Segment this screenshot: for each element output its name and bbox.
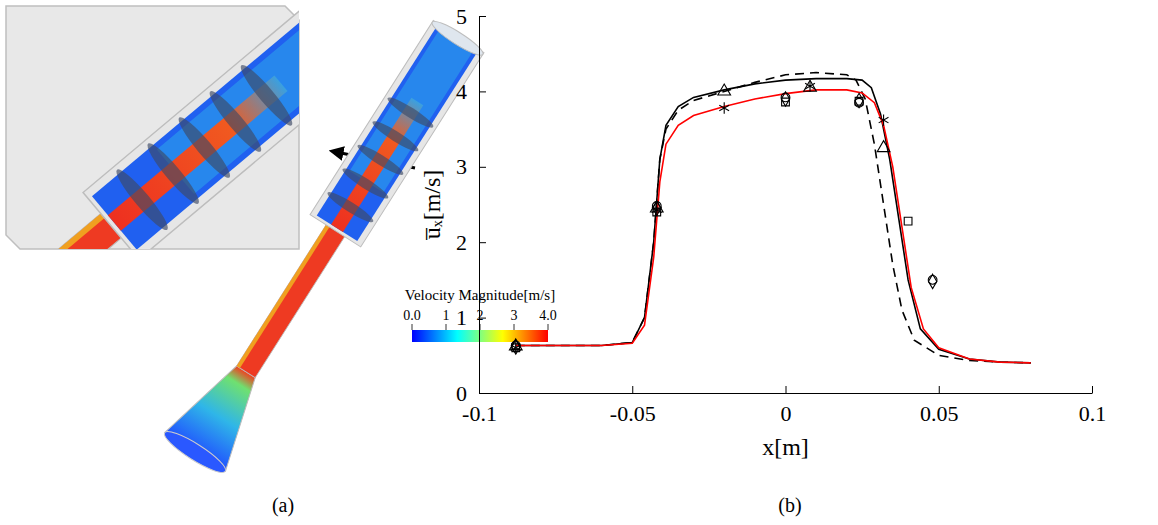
tick-mark — [479, 16, 486, 17]
tick: 4 — [456, 79, 486, 104]
baffle-disc — [111, 165, 172, 234]
panel-b: -0.1 -0.05 0 0.05 0.1 0 1 2 3 4 5 x[m] u̅ₓ[m/s] (b) — [419, 4, 1106, 517]
colorbar-tick — [412, 324, 413, 330]
x-axis: -0.1 -0.05 0 0.05 0.1 — [462, 386, 1106, 426]
tick-label: 2 — [456, 230, 467, 255]
tick-mark — [479, 393, 486, 394]
marker — [781, 92, 789, 106]
tick-label: 1 — [456, 305, 467, 330]
marker — [877, 141, 890, 152]
panel-a: Velocity Magnitude[m/s]0.01234.0(a) — [0, 0, 557, 517]
tick-label: 4 — [456, 79, 467, 104]
baffle-disc — [205, 87, 266, 156]
narrow-tube-edge — [237, 222, 331, 368]
tick-mark — [479, 242, 486, 243]
marker — [719, 102, 729, 113]
marker — [855, 93, 863, 107]
tick: 5 — [456, 4, 486, 29]
marker — [650, 201, 663, 212]
marker — [928, 274, 936, 288]
tick-label: 0 — [456, 381, 467, 406]
baffle-disc — [325, 188, 376, 225]
tick-label: 5 — [456, 4, 467, 29]
inset-zoom — [6, 6, 299, 249]
tick-label: 0.1 — [1079, 401, 1107, 426]
y-axis-title: u̅ₓ[m/s] — [419, 170, 445, 241]
colorbar-tick-label: 1 — [443, 308, 450, 323]
baffle-disc — [143, 139, 204, 208]
marker — [904, 217, 912, 225]
colorbar-tick-label: 4.0 — [539, 308, 557, 323]
y-axis: 0 1 2 3 4 5 — [456, 4, 486, 406]
tick-mark — [786, 386, 787, 393]
tick-mark — [1092, 386, 1093, 393]
colorbar-tick — [514, 324, 515, 330]
panel-label: (a) — [272, 494, 294, 517]
tick-label: -0.05 — [610, 401, 656, 426]
tick-mark — [479, 167, 486, 168]
colorbar-tick — [446, 324, 447, 330]
colorbar-tick-label: 0.0 — [403, 308, 421, 323]
marker — [653, 201, 661, 215]
tick-label: 0.05 — [920, 401, 959, 426]
colorbar-tick-label: 3 — [511, 308, 518, 323]
baffle-disc — [236, 61, 297, 130]
panel-label: (b) — [778, 494, 801, 517]
tick-label: 0 — [781, 401, 792, 426]
tick: 0.1 — [1079, 386, 1107, 426]
wide-pipe-shell — [83, 6, 299, 249]
tick: 1 — [456, 305, 486, 330]
narrow-tube — [237, 222, 347, 377]
inset-pipe — [6, 6, 299, 249]
wide-pipe-flow — [92, 6, 299, 249]
axis-line — [480, 393, 1093, 394]
plot-area — [509, 73, 1030, 363]
series-line — [516, 79, 1031, 363]
wide-pipe-shell — [310, 21, 484, 247]
tick-label: 3 — [456, 154, 467, 179]
tick-label: -0.1 — [462, 401, 497, 426]
tick-mark — [632, 386, 633, 393]
baffle-disc — [174, 113, 235, 182]
colorbar-tick — [548, 324, 549, 330]
marker — [804, 80, 817, 91]
baffle-disc — [385, 94, 436, 131]
tick-mark — [479, 91, 486, 92]
wide-pipe-flow — [317, 25, 478, 241]
narrow-tube-edge — [6, 211, 108, 249]
tick-mark — [939, 386, 940, 393]
series-line — [516, 90, 1031, 363]
marker — [879, 114, 889, 125]
tick: 2 — [456, 230, 486, 255]
x-axis-title: x[m] — [762, 434, 809, 460]
tick: 0.05 — [920, 386, 959, 426]
geometry — [160, 14, 491, 478]
inlet-face — [160, 426, 229, 478]
jet-core — [331, 98, 423, 232]
baffle-disc — [340, 165, 391, 202]
marker — [718, 84, 731, 95]
baffle-disc — [355, 141, 406, 178]
tick-mark — [479, 318, 486, 319]
figure: Velocity Magnitude[m/s]0.01234.0(a)-0.1-… — [0, 0, 1158, 525]
baffle-disc — [370, 118, 421, 155]
tick: 3 — [456, 154, 486, 179]
series-line — [516, 73, 1031, 363]
tick: 0 — [456, 381, 486, 406]
axis-line — [479, 17, 480, 394]
tick: -0.05 — [610, 386, 656, 426]
marker — [512, 340, 520, 354]
tick: 0 — [781, 386, 792, 426]
